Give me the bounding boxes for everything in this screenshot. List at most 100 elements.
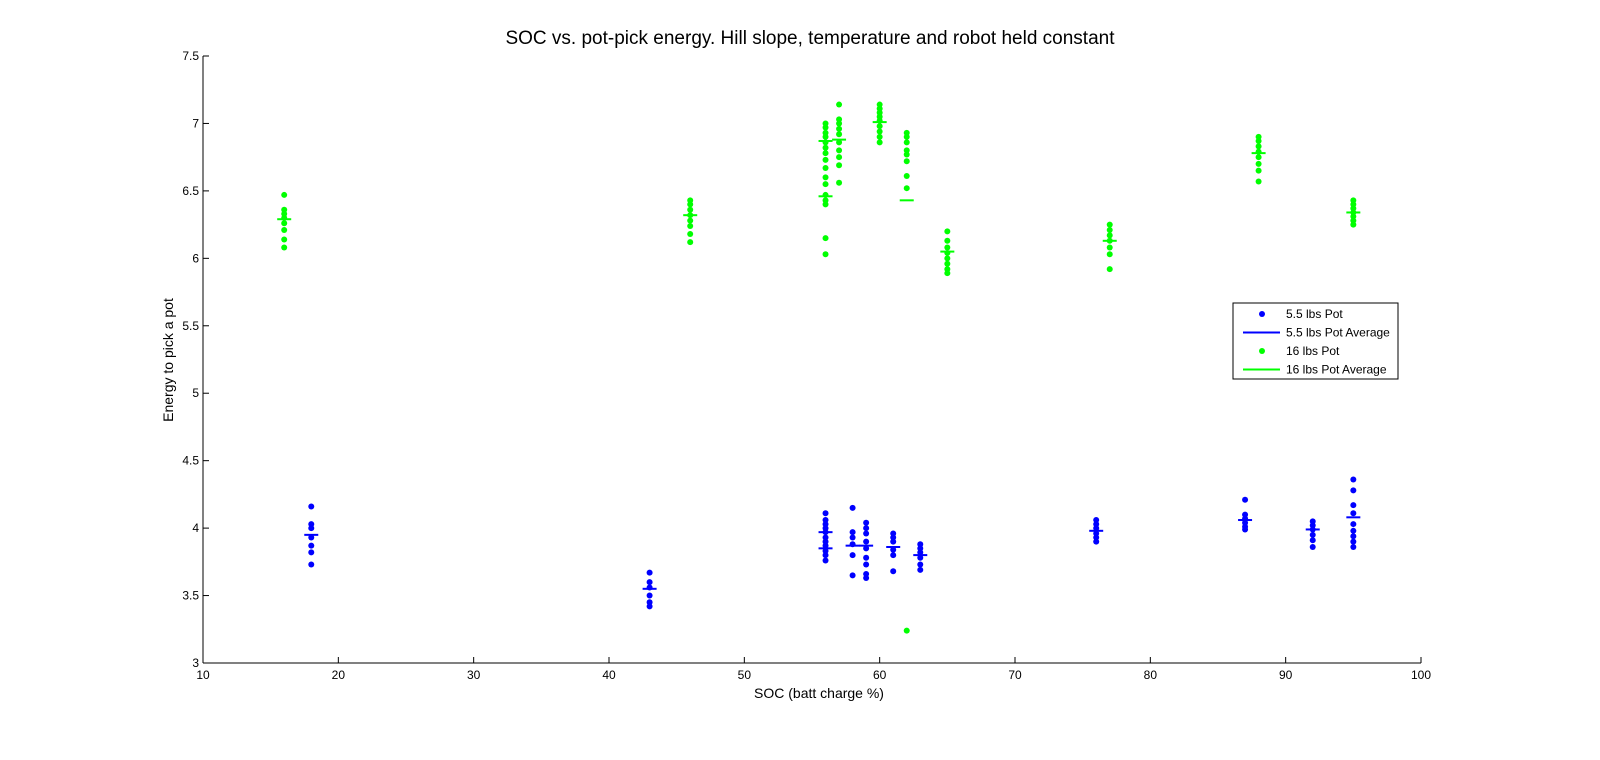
y-axis-title: Energy to pick a pot (160, 298, 176, 422)
x-tick-label: 90 (1279, 668, 1293, 682)
data-point (1350, 543, 1357, 550)
data-point (687, 201, 694, 208)
series-average-1 (304, 516, 1361, 590)
data-point (1350, 533, 1357, 540)
x-tick-label: 30 (467, 668, 481, 682)
data-point (903, 158, 910, 165)
data-point (822, 164, 829, 171)
data-point (1106, 227, 1113, 234)
data-point (1106, 251, 1113, 258)
data-point (836, 162, 843, 169)
data-point (863, 575, 870, 582)
x-tick-label: 50 (738, 668, 752, 682)
data-point (646, 579, 653, 586)
data-point (1350, 527, 1357, 534)
data-point (822, 542, 829, 549)
data-point (822, 201, 829, 208)
data-point (944, 270, 951, 277)
data-point (903, 139, 910, 146)
data-point (1350, 476, 1357, 483)
y-tick-label: 7 (192, 116, 199, 130)
data-point (308, 549, 315, 556)
data-point (944, 237, 951, 244)
data-point (836, 139, 843, 146)
legend-marker-dot (1259, 311, 1265, 317)
data-point (890, 568, 897, 575)
data-point (822, 181, 829, 188)
data-point (822, 156, 829, 163)
data-point (822, 251, 829, 258)
legend-label: 16 lbs Pot (1286, 344, 1340, 358)
y-tick-label: 3.5 (182, 589, 199, 603)
data-point (1255, 178, 1262, 185)
data-point (863, 554, 870, 561)
data-point (903, 185, 910, 192)
data-point (944, 244, 951, 251)
data-point (1350, 510, 1357, 517)
data-point (903, 151, 910, 158)
data-point (890, 552, 897, 559)
data-point (1106, 232, 1113, 239)
data-point (903, 627, 910, 634)
x-tick-label: 80 (1144, 668, 1158, 682)
data-point (281, 236, 288, 243)
legend[interactable]: 5.5 lbs Pot 5.5 lbs Pot Average 16 lbs Pot… (1232, 302, 1399, 380)
data-point (822, 235, 829, 242)
data-point (836, 131, 843, 138)
data-point (1350, 538, 1357, 545)
data-point (849, 529, 856, 536)
data-point (1106, 244, 1113, 251)
data-point (836, 125, 843, 132)
data-point (876, 133, 883, 140)
axes: 10 20 30 40 50 60 70 80 90 100 3 3.5 4 4.5 5 5.5 6 6.5 7 7.… (182, 49, 1431, 682)
data-point (849, 534, 856, 541)
chart-title: SOC vs. pot-pick energy. Hill slope, tem… (505, 28, 1115, 49)
data-point (849, 552, 856, 559)
data-point (944, 255, 951, 262)
data-point (1350, 487, 1357, 494)
y-tick-label: 7.5 (182, 49, 199, 63)
legend-label: 5.5 lbs Pot Average (1286, 326, 1390, 340)
data-point (822, 557, 829, 564)
data-point (822, 144, 829, 151)
data-point (822, 150, 829, 157)
data-point (822, 133, 829, 140)
data-point (1106, 221, 1113, 228)
data-point (1106, 266, 1113, 273)
legend-label: 16 lbs Pot Average (1286, 363, 1387, 377)
x-tick-label: 60 (873, 668, 887, 682)
data-point (876, 128, 883, 135)
data-point (822, 510, 829, 517)
data-point (1255, 167, 1262, 174)
data-point (863, 538, 870, 545)
x-tick-label: 70 (1008, 668, 1022, 682)
x-tick-label: 40 (602, 668, 616, 682)
data-point (687, 231, 694, 238)
legend-marker-dot (1259, 348, 1265, 354)
data-point (308, 561, 315, 568)
data-point (876, 139, 883, 146)
data-point (687, 239, 694, 246)
data-point (308, 534, 315, 541)
data-point (1350, 502, 1357, 509)
y-tick-label: 5 (192, 386, 199, 400)
x-tick-label: 100 (1411, 668, 1431, 682)
data-point (890, 546, 897, 553)
data-point (822, 124, 829, 131)
data-point (1309, 531, 1316, 538)
y-tick-label: 6 (192, 251, 199, 265)
data-point (822, 552, 829, 559)
data-point (1309, 543, 1316, 550)
data-point (281, 244, 288, 251)
data-point (876, 123, 883, 130)
data-marks (277, 101, 1361, 634)
data-point (836, 154, 843, 161)
data-point (1255, 143, 1262, 150)
data-point (890, 538, 897, 545)
data-point (917, 549, 924, 556)
data-point (1093, 538, 1100, 545)
data-point (849, 504, 856, 511)
data-point (308, 542, 315, 549)
